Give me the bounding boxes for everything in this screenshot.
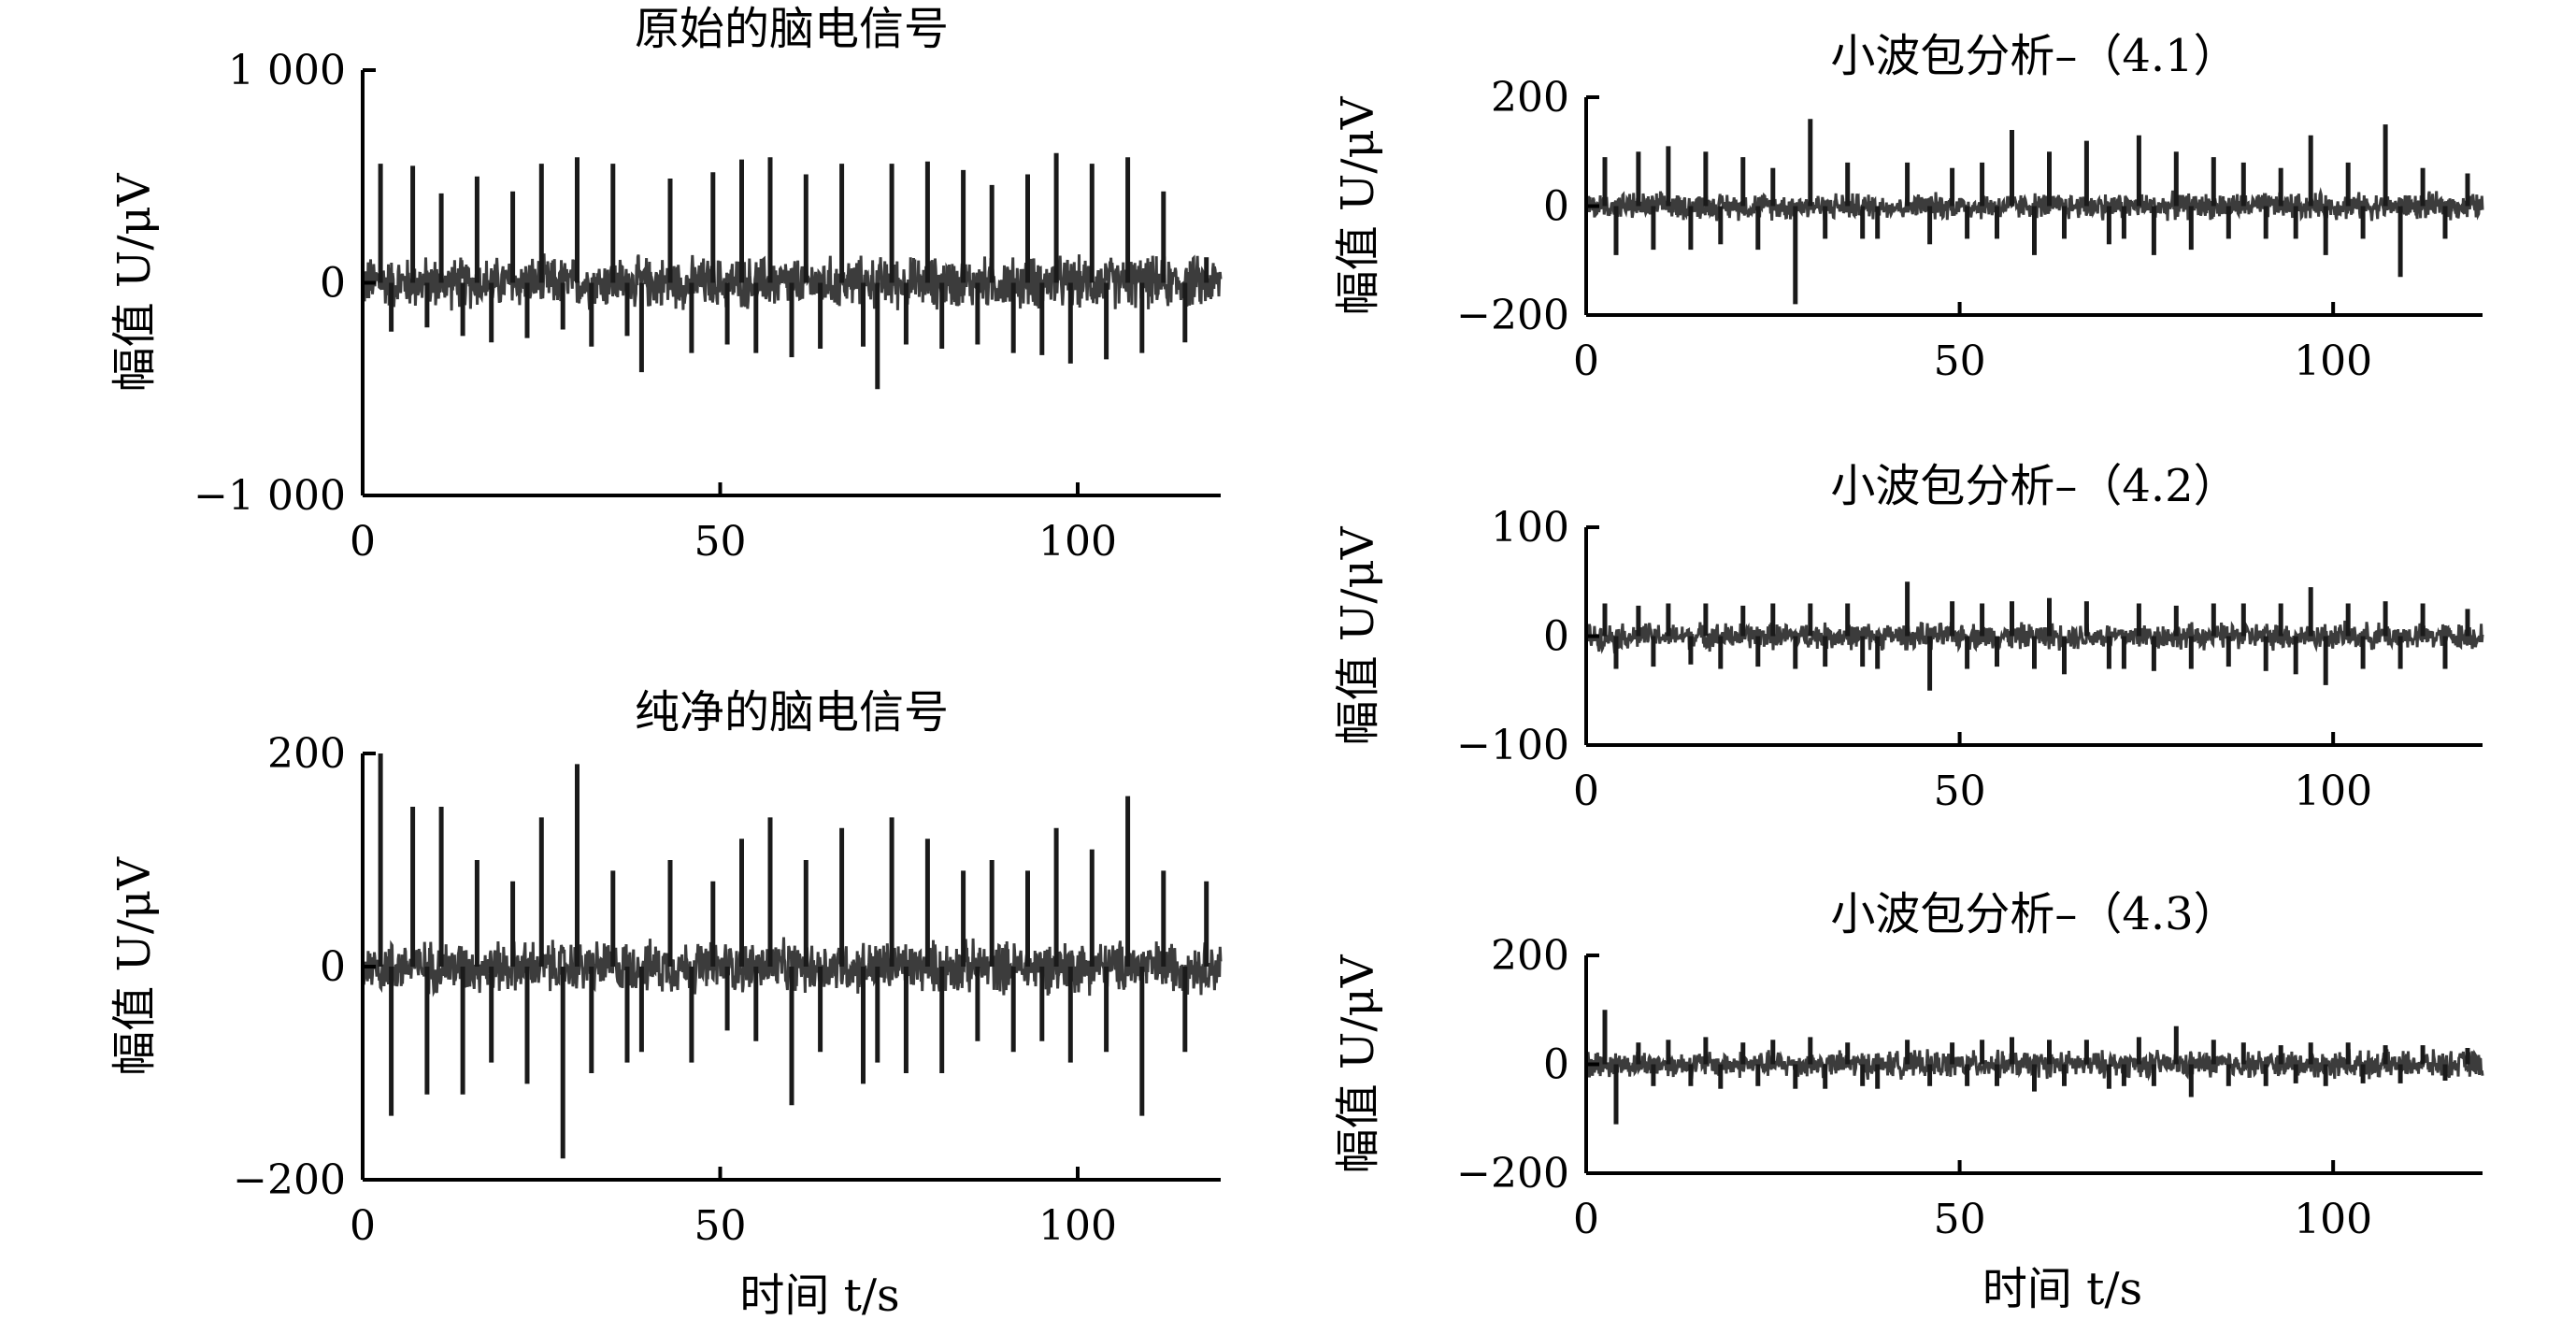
panel-3-y-label: 幅值 U/μV xyxy=(1332,95,1384,315)
panel-4-y-tick-label: 100 xyxy=(1491,504,1569,552)
panel-1-y-tick-label: −1 000 xyxy=(193,472,346,520)
panel-1-x-tick-label: 100 xyxy=(1038,518,1117,566)
panel-5-x-tick-label: 100 xyxy=(2294,1196,2372,1243)
panel-2-y-tick-label: 0 xyxy=(320,943,346,991)
panel-3-x-tick-label: 50 xyxy=(1934,337,1986,385)
panel-4-x-tick-label: 50 xyxy=(1934,767,1986,815)
panel-1-x-tick-label: 50 xyxy=(694,518,747,566)
panel-4-y-label: 幅值 U/μV xyxy=(1332,525,1384,745)
panel-5-y-tick-label: 0 xyxy=(1543,1041,1569,1089)
panel-3-x-tick-label: 100 xyxy=(2294,337,2372,385)
panel-3-x-tick-label: 0 xyxy=(1573,337,1599,385)
panel-3-y-tick-label: 0 xyxy=(1543,183,1569,231)
panel-4-x-tick-label: 100 xyxy=(2294,767,2372,815)
panel-5-x-tick-label: 50 xyxy=(1934,1196,1986,1243)
panel-1-y-tick-label: 1 000 xyxy=(228,47,346,94)
panel-2-x-label: 时间 t/s xyxy=(739,1269,899,1322)
panel-5-y-tick-label: −200 xyxy=(1456,1150,1569,1198)
panel-5-y-label: 幅值 U/μV xyxy=(1332,954,1384,1173)
panel-2-y-tick-label: −200 xyxy=(233,1156,346,1204)
panel-1-signal-band xyxy=(361,253,1223,311)
panel-5-x-label: 时间 t/s xyxy=(1982,1263,2142,1315)
panel-2-title: 纯净的脑电信号 xyxy=(635,686,949,739)
panel-1-y-tick-label: 0 xyxy=(320,260,346,308)
panel-5-signal-band xyxy=(1584,1048,2484,1082)
panel-4-y-tick-label: 0 xyxy=(1543,613,1569,661)
panel-2-x-tick-label: 50 xyxy=(694,1202,747,1250)
panel-5-x-tick-label: 0 xyxy=(1573,1196,1599,1243)
panel-5-title: 小波包分析–（4.3） xyxy=(1830,888,2238,940)
panel-1-x-tick-label: 0 xyxy=(350,518,376,566)
panel-2-x-tick-label: 0 xyxy=(350,1202,376,1250)
panel-1-y-label: 幅值 U/μV xyxy=(108,172,161,392)
panel-5-y-tick-label: 200 xyxy=(1491,932,1569,980)
panel-2-x-tick-label: 100 xyxy=(1038,1202,1117,1250)
panel-3-y-tick-label: −200 xyxy=(1456,292,1569,339)
panel-4-title: 小波包分析–（4.2） xyxy=(1830,460,2238,512)
panel-3-y-tick-label: 200 xyxy=(1491,74,1569,122)
panel-1-title: 原始的脑电信号 xyxy=(635,3,949,55)
panel-3-title: 小波包分析–（4.1） xyxy=(1830,30,2238,82)
panel-4-x-tick-label: 0 xyxy=(1573,767,1599,815)
panel-2-y-tick-label: 200 xyxy=(267,730,346,778)
panel-2-y-label: 幅值 U/μV xyxy=(108,856,161,1076)
panel-4-y-tick-label: −100 xyxy=(1456,722,1569,769)
